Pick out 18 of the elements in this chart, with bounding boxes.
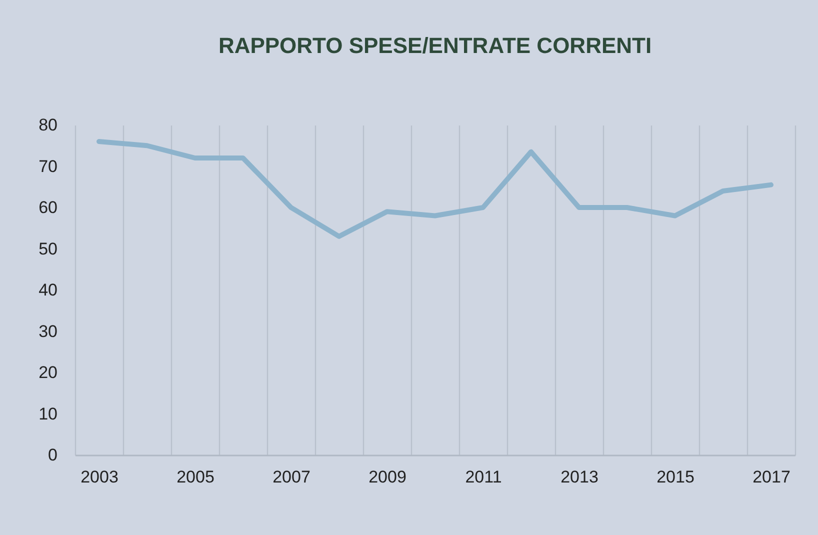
y-tick-label: 30: [38, 322, 58, 341]
y-tick-label: 70: [38, 156, 58, 176]
y-tick-label: 10: [38, 404, 58, 424]
x-tick-label: 2015: [656, 468, 694, 486]
y-tick-label: 20: [38, 363, 58, 382]
y-tick-label: 80: [38, 116, 58, 134]
x-tick-label: 2003: [80, 468, 118, 486]
x-tick-label: 2013: [560, 468, 598, 486]
y-tick-label: 0: [48, 446, 58, 464]
x-tick-label: 2005: [176, 468, 214, 486]
x-tick-label: 2007: [272, 468, 310, 486]
y-tick-label: 50: [38, 239, 58, 258]
x-tick-label: 2009: [368, 468, 406, 486]
chart-title: RAPPORTO SPESE/ENTRATE CORRENTI: [218, 33, 652, 58]
x-tick-label: 2017: [752, 468, 790, 486]
y-tick-label: 60: [38, 198, 58, 217]
y-tick-label: 40: [38, 280, 58, 300]
x-tick-label: 2011: [465, 468, 502, 486]
